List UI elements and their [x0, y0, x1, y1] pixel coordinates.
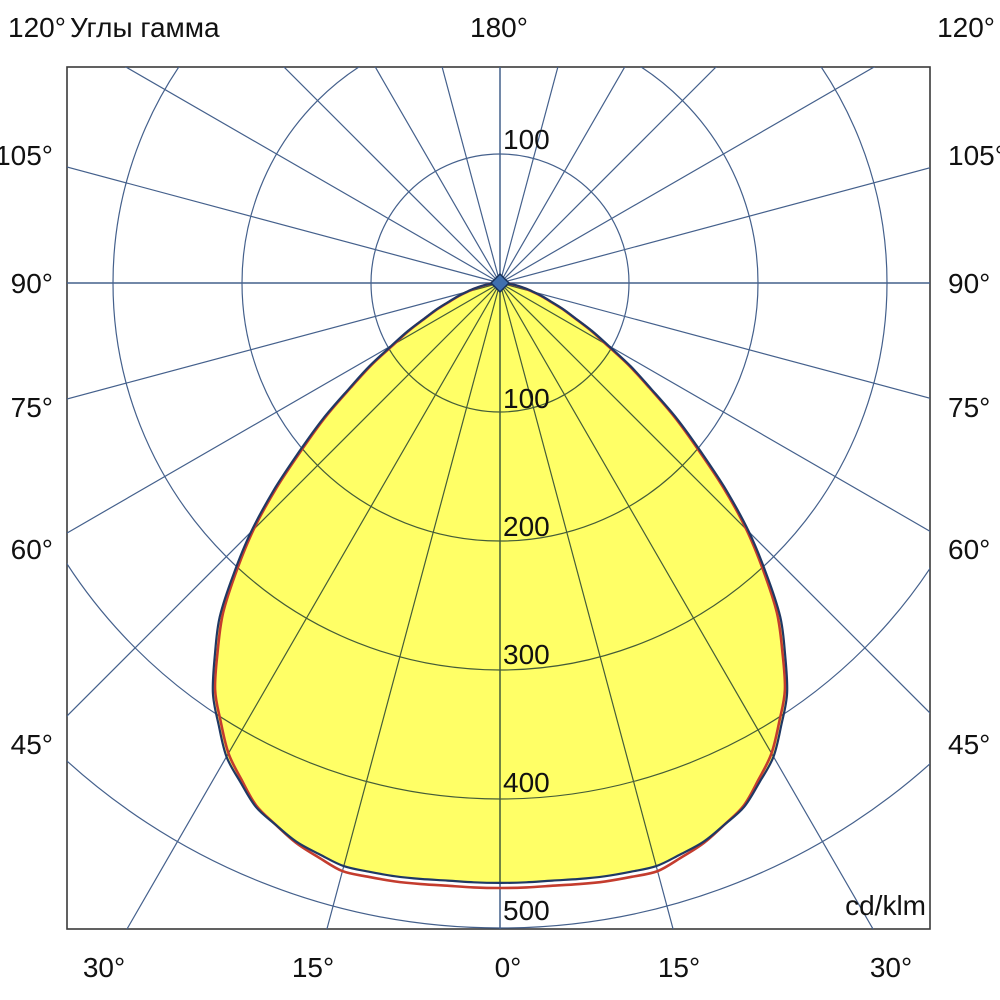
angle-label-left: 105° — [0, 140, 53, 171]
angle-label-left: 90° — [11, 268, 53, 299]
polar-grid-ray — [441, 67, 501, 284]
polar-grid-ray — [124, 67, 501, 284]
polar-grid-ray — [67, 166, 501, 284]
angle-label-bottom: 15° — [658, 952, 700, 983]
angle-label-right: 60° — [948, 534, 990, 565]
center-marker — [489, 272, 511, 294]
radial-tick-label: 500 — [503, 895, 550, 926]
polar-grid-ray — [499, 283, 739, 883]
chart-title: Углы гамма — [70, 12, 220, 43]
angle-label-bottom: 0° — [495, 952, 522, 983]
angle-label-right: 90° — [948, 268, 990, 299]
angle-label-right: 75° — [948, 392, 990, 423]
polar-grid-ray — [499, 67, 717, 284]
polar-grid-ray — [67, 282, 501, 534]
angle-label-bottom: 30° — [870, 952, 912, 983]
radial-tick-label: 400 — [503, 767, 550, 798]
polar-grid-ray — [499, 282, 930, 532]
angle-label-left: 60° — [11, 534, 53, 565]
polar-grid-ray — [499, 167, 930, 284]
polar-grid-ray — [283, 67, 501, 284]
angle-label-bottom: 30° — [83, 952, 125, 983]
radial-tick-label: 300 — [503, 639, 550, 670]
angle-label-bottom: 15° — [292, 952, 334, 983]
polar-grid-ray — [261, 283, 501, 883]
polar-grid-ray — [212, 283, 501, 883]
angle-label-left: 75° — [11, 392, 53, 423]
radial-tick-label: 100 — [503, 124, 550, 155]
polar-grid-ray — [499, 67, 559, 284]
unit-label: cd/klm — [845, 890, 926, 921]
angle-label-180-top: 180° — [470, 12, 528, 43]
angle-label-120-top-left: 120° — [8, 12, 66, 43]
blue-curve — [211, 281, 789, 885]
angle-label-right: 105° — [948, 140, 1000, 171]
polar-grid-ray — [67, 282, 501, 400]
angle-label-left: 45° — [11, 729, 53, 760]
polar-grid-ray — [499, 282, 930, 399]
polar-grid-ray — [374, 67, 501, 284]
polar-grid-ray — [499, 67, 626, 284]
outer-labels: 120°Углы гамма180°120°105°105°90°90°75°7… — [0, 12, 1000, 983]
polar-grid-ray — [499, 67, 876, 284]
radial-tick-label: 200 — [503, 511, 550, 542]
angle-label-right: 45° — [948, 729, 990, 760]
polar-grid-ray — [212, 283, 501, 883]
radial-tick-labels: 100 100 200 300 400 500 — [503, 124, 550, 926]
polar-grid-ray — [499, 283, 788, 883]
angle-label-120-top-right: 120° — [937, 12, 995, 43]
polar-grid-ray — [499, 283, 788, 883]
radial-tick-label: 100 — [503, 383, 550, 414]
